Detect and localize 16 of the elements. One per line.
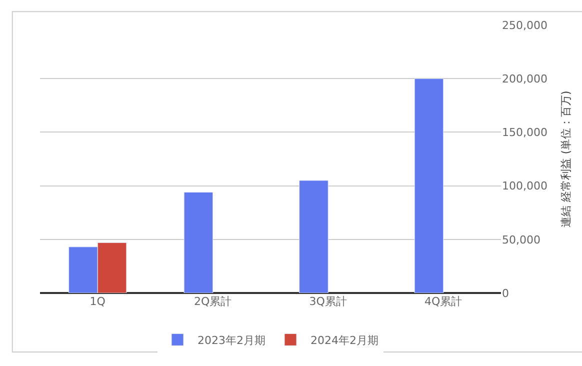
- y-tick-label: 0: [502, 286, 509, 300]
- y-axis-title: 連結 経常利益 (単位：百万): [560, 90, 573, 228]
- bar: [414, 78, 444, 293]
- y-tick-label: 200,000: [502, 72, 548, 86]
- y-tick-label: 50,000: [502, 233, 540, 246]
- y-tick-label: 250,000: [502, 18, 548, 32]
- x-tick-label: 2Q累計: [194, 295, 232, 308]
- x-tick-label: 1Q: [90, 295, 106, 308]
- x-tick-label: 4Q累計: [424, 295, 462, 308]
- legend-label: 2023年2月期: [198, 334, 266, 347]
- bar: [184, 192, 214, 293]
- bar: [299, 180, 328, 293]
- x-tick-label: 3Q累計: [309, 295, 347, 308]
- y-tick-label: 150,000: [502, 126, 548, 140]
- legend-label: 2024年2月期: [310, 334, 378, 347]
- y-tick-label: 100,000: [502, 180, 548, 193]
